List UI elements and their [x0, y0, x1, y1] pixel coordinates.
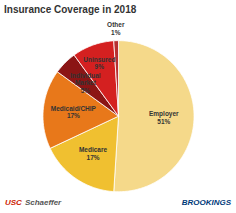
svg-text:Uninsured9%: Uninsured9% [83, 56, 115, 70]
svg-text:Employer51%: Employer51% [149, 110, 179, 124]
svg-text:Medicare17%: Medicare17% [79, 146, 108, 160]
html-text:USC Schaeffer: USC Schaeffer [5, 198, 62, 207]
svg-text:IndividualMarket5%: IndividualMarket5% [70, 72, 101, 94]
svg-text:Other1%: Other1% [107, 21, 125, 35]
html-text:Insurance Coverage in 2018: Insurance Coverage in 2018 [4, 4, 137, 15]
html-text:BROOKINGS: BROOKINGS [181, 198, 231, 207]
svg-text:Medicaid/CHIP17%: Medicaid/CHIP17% [51, 105, 97, 119]
